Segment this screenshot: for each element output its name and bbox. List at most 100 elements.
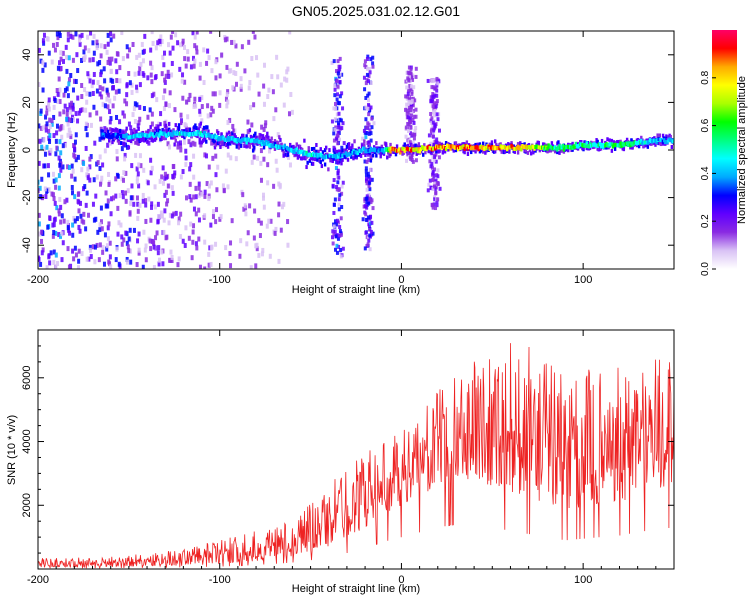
spectrogram-noise-point [185, 99, 189, 105]
spectrogram-noise-point [69, 31, 73, 36]
spectrogram-noise-point [91, 244, 95, 250]
spectrogram-noise-point [159, 210, 163, 216]
spectrogram-noise-point [57, 211, 61, 217]
spectrogram-noise-point [52, 133, 56, 139]
spectrogram-ridge-halo [110, 131, 113, 136]
spectrogram-noise-point [163, 50, 167, 56]
spectrogram-noise-point [93, 259, 97, 265]
spectrogram-noise-point [39, 108, 43, 114]
spectrogram-noise-point [211, 91, 215, 97]
spectrogram-noise-point [214, 241, 218, 247]
spectrogram-ridge-halo [411, 153, 414, 158]
spectrogram-noise-point [150, 165, 154, 171]
spectrogram-streak-point [432, 184, 436, 189]
spectrogram-noise-point [65, 116, 69, 122]
spectrogram-ridge-halo [319, 147, 322, 152]
spectrogram-noise-point [107, 259, 111, 265]
spectrogram-noise-point [161, 165, 165, 171]
spectrogram-streak-point [367, 91, 371, 96]
spectrogram-ridge-halo [661, 133, 665, 138]
spectrogram-ridge-halo [321, 157, 325, 162]
spectrogram-noise-point [77, 199, 81, 205]
spectrogram-ridge-halo [286, 152, 290, 157]
spectrogram-ridge-point [672, 138, 674, 143]
spectrogram-ridge-halo [145, 137, 148, 142]
spectrogram-noise-point [163, 135, 167, 141]
spectrogram-noise-point [130, 82, 134, 88]
spectrogram-noise-point [120, 31, 124, 36]
spectrogram-noise-point [47, 135, 51, 141]
spectrogram-streak-point [334, 166, 338, 171]
spectrogram-noise-point [147, 140, 151, 146]
spectrogram-ridge-point [444, 146, 448, 151]
spectrogram-noise-point [94, 193, 98, 199]
spectrogram-noise-point [43, 146, 47, 152]
spectrogram-noise-point [70, 118, 74, 124]
spectrogram-ridge-point [462, 144, 465, 149]
spectrogram-ridge-point [334, 155, 338, 160]
spectrogram-noise-point [91, 79, 95, 85]
spectrogram-noise-point [229, 155, 233, 161]
spectrogram-ridge-halo [251, 142, 255, 147]
spectrogram-noise-point [149, 47, 153, 53]
spectrogram-streak-point [404, 134, 408, 139]
spectrogram-noise-point [78, 228, 82, 234]
spectrogram-ridge-halo [238, 141, 242, 146]
spectrogram-noise-point [174, 210, 178, 216]
spectrogram-noise-point [132, 201, 136, 207]
spectrogram-streak-point [340, 145, 344, 150]
spectrogram-noise-point [142, 48, 146, 54]
spectrogram-noise-point [207, 262, 211, 268]
spectrogram-noise-point [70, 100, 74, 106]
spectrogram-noise-point [247, 85, 251, 91]
spectrogram-ridge-halo [177, 126, 181, 131]
spectrogram-streak-point [338, 94, 342, 99]
spectrogram-streak-point [412, 136, 416, 141]
spectrogram-noise-point [48, 260, 52, 266]
spectrogram-ridge-halo [452, 148, 455, 153]
spectrogram-noise-point [86, 175, 90, 181]
spectrogram-noise-point [137, 52, 141, 58]
spectrogram-streak-point [435, 76, 439, 81]
spectrogram-noise-point [48, 150, 52, 156]
spectrogram-streak-point [338, 229, 342, 234]
spectrogram-ridge-point [618, 143, 621, 148]
spectrogram-noise-point [111, 78, 115, 84]
spectrogram-ridge-halo [571, 141, 574, 146]
spectrogram-noise-point [125, 92, 129, 98]
spectrogram-noise-point [207, 55, 211, 61]
spectrogram-noise-point [44, 127, 48, 133]
spectrogram-ridge-point [417, 147, 421, 152]
spectrogram-noise-point [173, 170, 177, 176]
spectrogram-noise-point [146, 114, 150, 120]
snr-xtick-label: -100 [209, 574, 231, 586]
spectrogram-ridge-point [368, 148, 372, 153]
spectrogram-noise-point [171, 31, 175, 34]
spectrogram-noise-point [202, 79, 206, 85]
spectrogram-noise-point [135, 179, 139, 185]
spectrogram-ridge-halo [526, 150, 530, 155]
spectrogram-noise-point [272, 183, 276, 189]
spectrogram-noise-point [114, 58, 118, 64]
spectrogram-noise-point [250, 56, 254, 62]
spectrogram-noise-point [57, 155, 61, 161]
spectrogram-noise-point [75, 216, 79, 222]
spectrogram-noise-point [231, 85, 235, 91]
spectrogram-noise-point [66, 31, 70, 37]
spectrogram-noise-point [109, 77, 113, 83]
spectrogram-noise-point [101, 249, 105, 255]
spectrogram-ridge-halo [101, 129, 104, 134]
spectrogram-noise-point [115, 156, 119, 162]
spectrogram-ridge-halo [327, 167, 330, 172]
spectrogram-streak-point [426, 188, 430, 193]
spectrogram-noise-point [277, 212, 281, 218]
spectrogram-ridge-halo [154, 126, 158, 131]
spectrogram-noise-point [225, 64, 229, 70]
spectrogram-ridge-halo [508, 149, 511, 154]
spectrogram-noise-point [115, 148, 119, 154]
spectrogram-noise-point [75, 52, 79, 58]
spectrogram-noise-point [170, 254, 174, 260]
spectrogram-ytick-label: -20 [21, 190, 33, 206]
spectrogram-ridge-halo [177, 123, 181, 128]
spectrogram-ridge-point [336, 154, 340, 159]
